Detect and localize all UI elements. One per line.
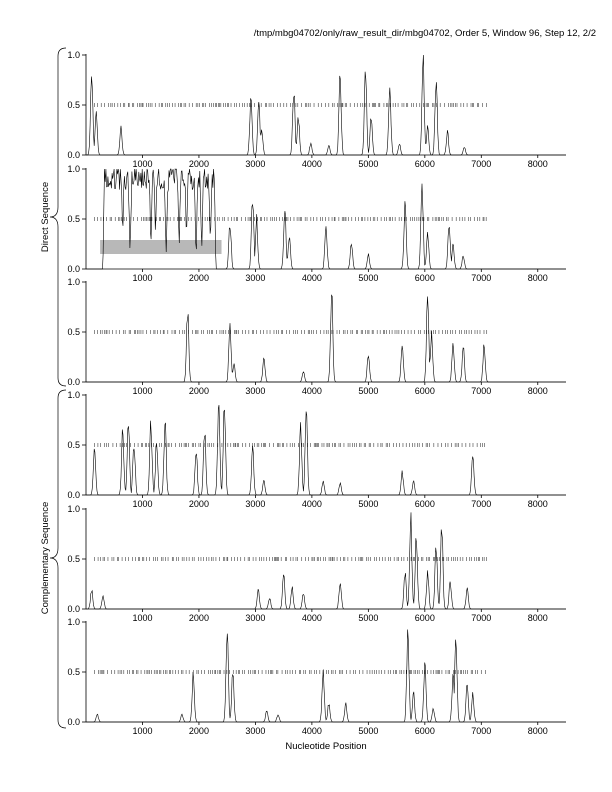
x-tick-label: 5000 [358,613,378,623]
x-tick-label: 4000 [302,726,322,736]
y-tick-label: 1.0 [67,390,80,400]
y-tick-label: 0.0 [67,264,80,274]
x-tick-label: 2000 [189,386,209,396]
x-tick-label: 1000 [132,613,152,623]
x-tick-label: 6000 [415,159,435,169]
group-brace-complementary [49,389,67,729]
y-tick-label: 0.5 [67,100,80,110]
x-tick-label: 1000 [132,726,152,736]
y-tick-label: 1.0 [67,617,80,627]
y-tick-label: 0.5 [67,440,80,450]
y-tick-label: 0.5 [67,554,80,564]
x-tick-label: 8000 [528,499,548,509]
x-tick-label: 6000 [415,499,435,509]
x-tick-label: 5000 [358,726,378,736]
x-tick-label: 5000 [358,159,378,169]
x-tick-label: 1000 [132,499,152,509]
x-tick-label: 6000 [415,386,435,396]
x-axis-label: Nucleotide Position [285,741,366,752]
x-tick-label: 7000 [471,613,491,623]
panel-5: 0.0 0.5 1.0 1000 2000 3000 4000 5000 6000 7000 800… [67,504,566,623]
x-tick-label: 7000 [471,386,491,396]
panel-3: 0.0 0.5 1.0 1000 2000 3000 4000 5000 6000 7000 800… [67,277,566,396]
x-tick-label: 4000 [302,159,322,169]
x-tick-label: 7000 [471,726,491,736]
panel-6: 0.0 0.5 1.0 1000 2000 3000 4000 5000 6000 7000 800… [67,617,566,736]
x-tick-label: 1000 [132,386,152,396]
group-label-direct: Direct Sequence [40,182,51,252]
x-tick-label: 3000 [245,613,265,623]
series-line [86,54,566,156]
y-tick-label: 0.0 [67,377,80,387]
x-tick-label: 5000 [358,273,378,283]
x-tick-label: 3000 [245,499,265,509]
x-tick-label: 4000 [302,613,322,623]
highlight-region [100,240,222,254]
x-tick-label: 5000 [358,499,378,509]
x-tick-label: 4000 [302,386,322,396]
series-line [86,629,566,723]
y-tick-label: 0.5 [67,214,80,224]
series-line [86,294,566,383]
group-brace-direct [49,47,67,387]
y-tick-label: 1.0 [67,50,80,60]
x-tick-label: 3000 [245,726,265,736]
y-tick-label: 1.0 [67,277,80,287]
x-tick-label: 3000 [245,273,265,283]
x-tick-label: 8000 [528,159,548,169]
x-tick-label: 4000 [302,499,322,509]
y-tick-label: 1.0 [67,164,80,174]
x-tick-label: 2000 [189,726,209,736]
x-tick-label: 2000 [189,273,209,283]
x-tick-label: 1000 [132,159,152,169]
x-tick-label: 2000 [189,159,209,169]
x-tick-label: 8000 [528,273,548,283]
series-line [86,512,566,610]
x-tick-label: 8000 [528,386,548,396]
x-tick-label: 3000 [245,386,265,396]
x-tick-label: 2000 [189,499,209,509]
x-tick-label: 6000 [415,613,435,623]
y-tick-label: 0.0 [67,604,80,614]
y-tick-label: 1.0 [67,504,80,514]
y-tick-label: 0.0 [67,490,80,500]
x-tick-label: 3000 [245,159,265,169]
x-tick-label: 6000 [415,726,435,736]
x-tick-label: 1000 [132,273,152,283]
x-tick-label: 6000 [415,273,435,283]
series-line [86,405,566,496]
x-tick-label: 4000 [302,273,322,283]
x-tick-label: 7000 [471,499,491,509]
x-tick-label: 8000 [528,613,548,623]
panels: 0.0 0.5 1.0 1000 2000 3000 4000 5000 6000 7000 800… [67,50,566,736]
y-tick-label: 0.5 [67,667,80,677]
header-text: /tmp/mbg04702/only/raw_result_dir/mbg047… [254,28,596,39]
panel-2: 0.0 0.5 1.0 1000 2000 3000 4000 5000 6000 7000 800… [67,164,566,283]
series-line [86,168,566,270]
x-tick-label: 5000 [358,386,378,396]
x-tick-label: 7000 [471,273,491,283]
y-tick-label: 0.5 [67,327,80,337]
x-tick-label: 8000 [528,726,548,736]
panel-4: 0.0 0.5 1.0 1000 2000 3000 4000 5000 6000 7000 800… [67,390,566,509]
y-tick-label: 0.0 [67,150,80,160]
x-tick-label: 2000 [189,613,209,623]
group-label-complementary: Complementary Sequence [40,502,51,614]
x-tick-label: 7000 [471,159,491,169]
panel-1: 0.0 0.5 1.0 1000 2000 3000 4000 5000 6000 7000 800… [67,50,566,169]
y-tick-label: 0.0 [67,717,80,727]
